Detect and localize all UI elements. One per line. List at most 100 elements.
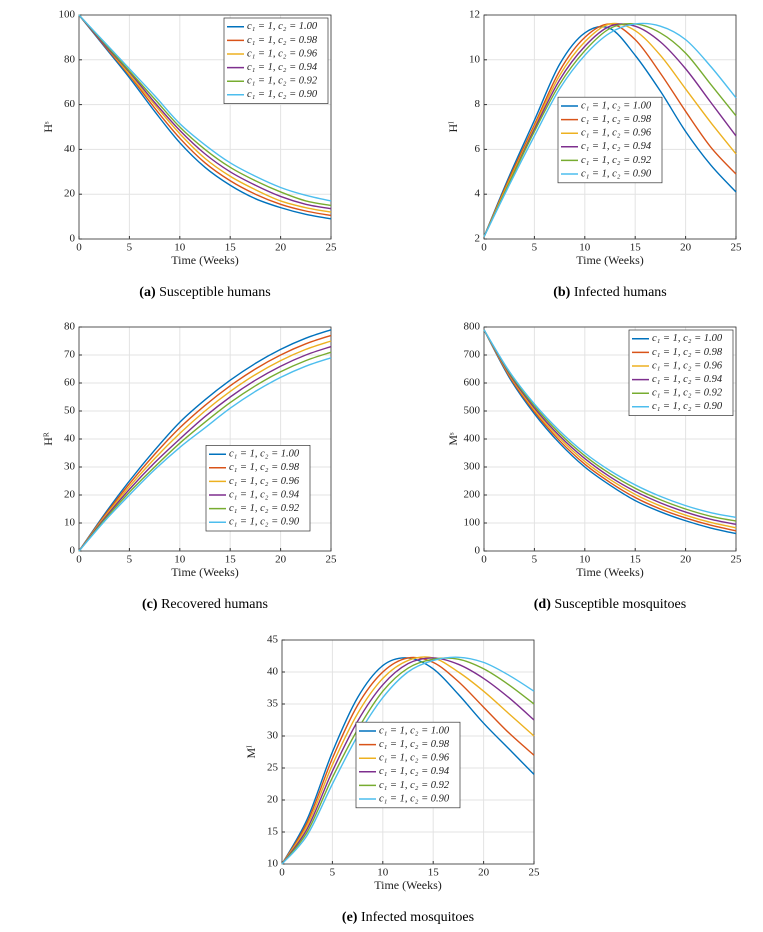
legend: c₁ = 1, c₂ = 1.00 c₁ = 1, c₂ = 0.98 c₁ = 1… xyxy=(223,17,329,104)
y-tick-label: 12 xyxy=(469,9,480,21)
legend-label: c₁ = 1, c₂ = 0.90 xyxy=(581,168,652,179)
legend-label: c₁ = 1, c₂ = 0.96 xyxy=(247,48,318,59)
legend: c₁ = 1, c₂ = 1.00 c₁ = 1, c₂ = 0.98 c₁ = 1… xyxy=(557,96,663,184)
x-tick-label: 5 xyxy=(532,554,538,566)
legend: c₁ = 1, c₂ = 1.00 c₁ = 1, c₂ = 0.98 c₁ = 1… xyxy=(355,721,461,809)
legend-label: c₁ = 1, c₂ = 0.96 xyxy=(229,476,300,487)
legend-label: c₁ = 1, c₂ = 0.90 xyxy=(247,89,318,100)
y-tick-label: 10 xyxy=(267,858,279,870)
legend-label: c₁ = 1, c₂ = 0.94 xyxy=(379,766,450,777)
legend-label: c₁ = 1, c₂ = 1.00 xyxy=(229,449,300,460)
legend-label: c₁ = 1, c₂ = 0.94 xyxy=(247,62,318,73)
y-tick-label: 100 xyxy=(59,9,76,21)
y-tick-label: 80 xyxy=(64,53,76,65)
x-axis-label: Time (Weeks) xyxy=(576,253,644,267)
series-line xyxy=(483,329,737,522)
series-line xyxy=(483,329,737,535)
series-line xyxy=(78,334,332,552)
series-line xyxy=(483,329,737,532)
x-axis-label: Time (Weeks) xyxy=(576,565,644,579)
series-line xyxy=(78,340,332,552)
y-axis-label: Mˢ xyxy=(446,432,460,446)
x-tick-label: 10 xyxy=(377,867,389,879)
caption-text: Infected mosquitoes xyxy=(361,910,474,925)
x-tick-label: 5 xyxy=(532,242,538,254)
y-tick-label: 70 xyxy=(64,349,76,361)
legend-label: c₁ = 1, c₂ = 0.92 xyxy=(652,388,723,399)
caption-text: Recovered humans xyxy=(161,597,268,612)
y-tick-label: 40 xyxy=(267,666,279,678)
y-tick-label: 100 xyxy=(464,517,481,529)
x-tick-label: 25 xyxy=(326,242,338,254)
caption-label: (c) xyxy=(142,597,158,612)
caption-label: (e) xyxy=(342,910,358,925)
y-tick-label: 10 xyxy=(469,53,481,65)
y-tick-label: 10 xyxy=(64,517,76,529)
series-line xyxy=(281,656,535,865)
x-tick-label: 0 xyxy=(76,554,82,566)
legend-label: c₁ = 1, c₂ = 0.96 xyxy=(652,360,723,371)
legend-label: c₁ = 1, c₂ = 1.00 xyxy=(247,21,318,32)
series-line xyxy=(483,329,737,529)
series-line xyxy=(78,14,332,207)
series-line xyxy=(78,351,332,552)
legend-label: c₁ = 1, c₂ = 1.00 xyxy=(379,725,450,736)
caption: (d) Susceptible mosquitoes xyxy=(534,597,686,612)
legend-label: c₁ = 1, c₂ = 0.92 xyxy=(247,76,318,87)
y-tick-label: 60 xyxy=(64,98,76,110)
y-tick-label: 300 xyxy=(464,461,481,473)
series-line xyxy=(281,656,535,865)
y-tick-label: 30 xyxy=(64,461,76,473)
y-tick-label: 600 xyxy=(464,377,481,389)
axes-box xyxy=(281,639,535,865)
y-tick-label: 20 xyxy=(64,188,76,200)
y-tick-label: 60 xyxy=(64,377,76,389)
y-tick-label: 15 xyxy=(267,826,279,838)
legend-label: c₁ = 1, c₂ = 0.96 xyxy=(379,753,450,764)
series-line xyxy=(483,23,737,238)
legend-label: c₁ = 1, c₂ = 0.92 xyxy=(379,780,450,791)
x-tick-label: 10 xyxy=(579,242,591,254)
y-axis-label: Hˢ xyxy=(41,121,55,133)
y-tick-label: 50 xyxy=(64,405,76,417)
caption-label: (d) xyxy=(534,597,551,612)
legend: c₁ = 1, c₂ = 1.00 c₁ = 1, c₂ = 0.98 c₁ = 1… xyxy=(205,445,311,532)
legend-label: c₁ = 1, c₂ = 0.90 xyxy=(652,401,723,412)
y-tick-label: 6 xyxy=(475,143,481,155)
y-tick-label: 4 xyxy=(475,188,481,200)
caption: (b) Infected humans xyxy=(553,285,667,300)
legend-box xyxy=(205,445,311,532)
legend-box xyxy=(223,17,329,104)
series-line xyxy=(78,357,332,552)
y-tick-label: 25 xyxy=(267,762,279,774)
caption-label: (a) xyxy=(139,285,156,300)
series-line xyxy=(281,657,535,865)
x-tick-label: 10 xyxy=(579,554,591,566)
legend-label: c₁ = 1, c₂ = 0.90 xyxy=(379,793,450,804)
legend-label: c₁ = 1, c₂ = 0.98 xyxy=(379,739,450,750)
caption-text: Susceptible humans xyxy=(159,285,271,300)
x-axis-label: Time (Weeks) xyxy=(374,878,442,892)
x-tick-label: 15 xyxy=(630,242,642,254)
y-tick-label: 45 xyxy=(267,634,279,646)
y-tick-label: 700 xyxy=(464,349,481,361)
legend-box xyxy=(628,329,734,416)
x-tick-label: 5 xyxy=(127,242,133,254)
series-line xyxy=(281,656,535,865)
x-tick-label: 10 xyxy=(174,242,186,254)
legend-label: c₁ = 1, c₂ = 0.94 xyxy=(652,374,723,385)
axes-box xyxy=(78,14,332,240)
y-tick-label: 2 xyxy=(475,233,481,245)
series-line xyxy=(483,22,737,238)
y-tick-label: 80 xyxy=(64,321,76,333)
y-axis-label: Hᴿ xyxy=(41,432,55,446)
x-tick-label: 25 xyxy=(731,242,743,254)
y-tick-label: 500 xyxy=(464,405,481,417)
legend-label: c₁ = 1, c₂ = 0.98 xyxy=(229,462,300,473)
chart: 0 5 10 15 20 25 0 10 20 30 40 50 60 70 80 Time (Weeks) H… xyxy=(41,321,337,613)
series-line xyxy=(78,345,332,552)
caption: (c) Recovered humans xyxy=(142,597,268,612)
axes-box xyxy=(483,14,737,240)
x-tick-label: 5 xyxy=(127,554,133,566)
